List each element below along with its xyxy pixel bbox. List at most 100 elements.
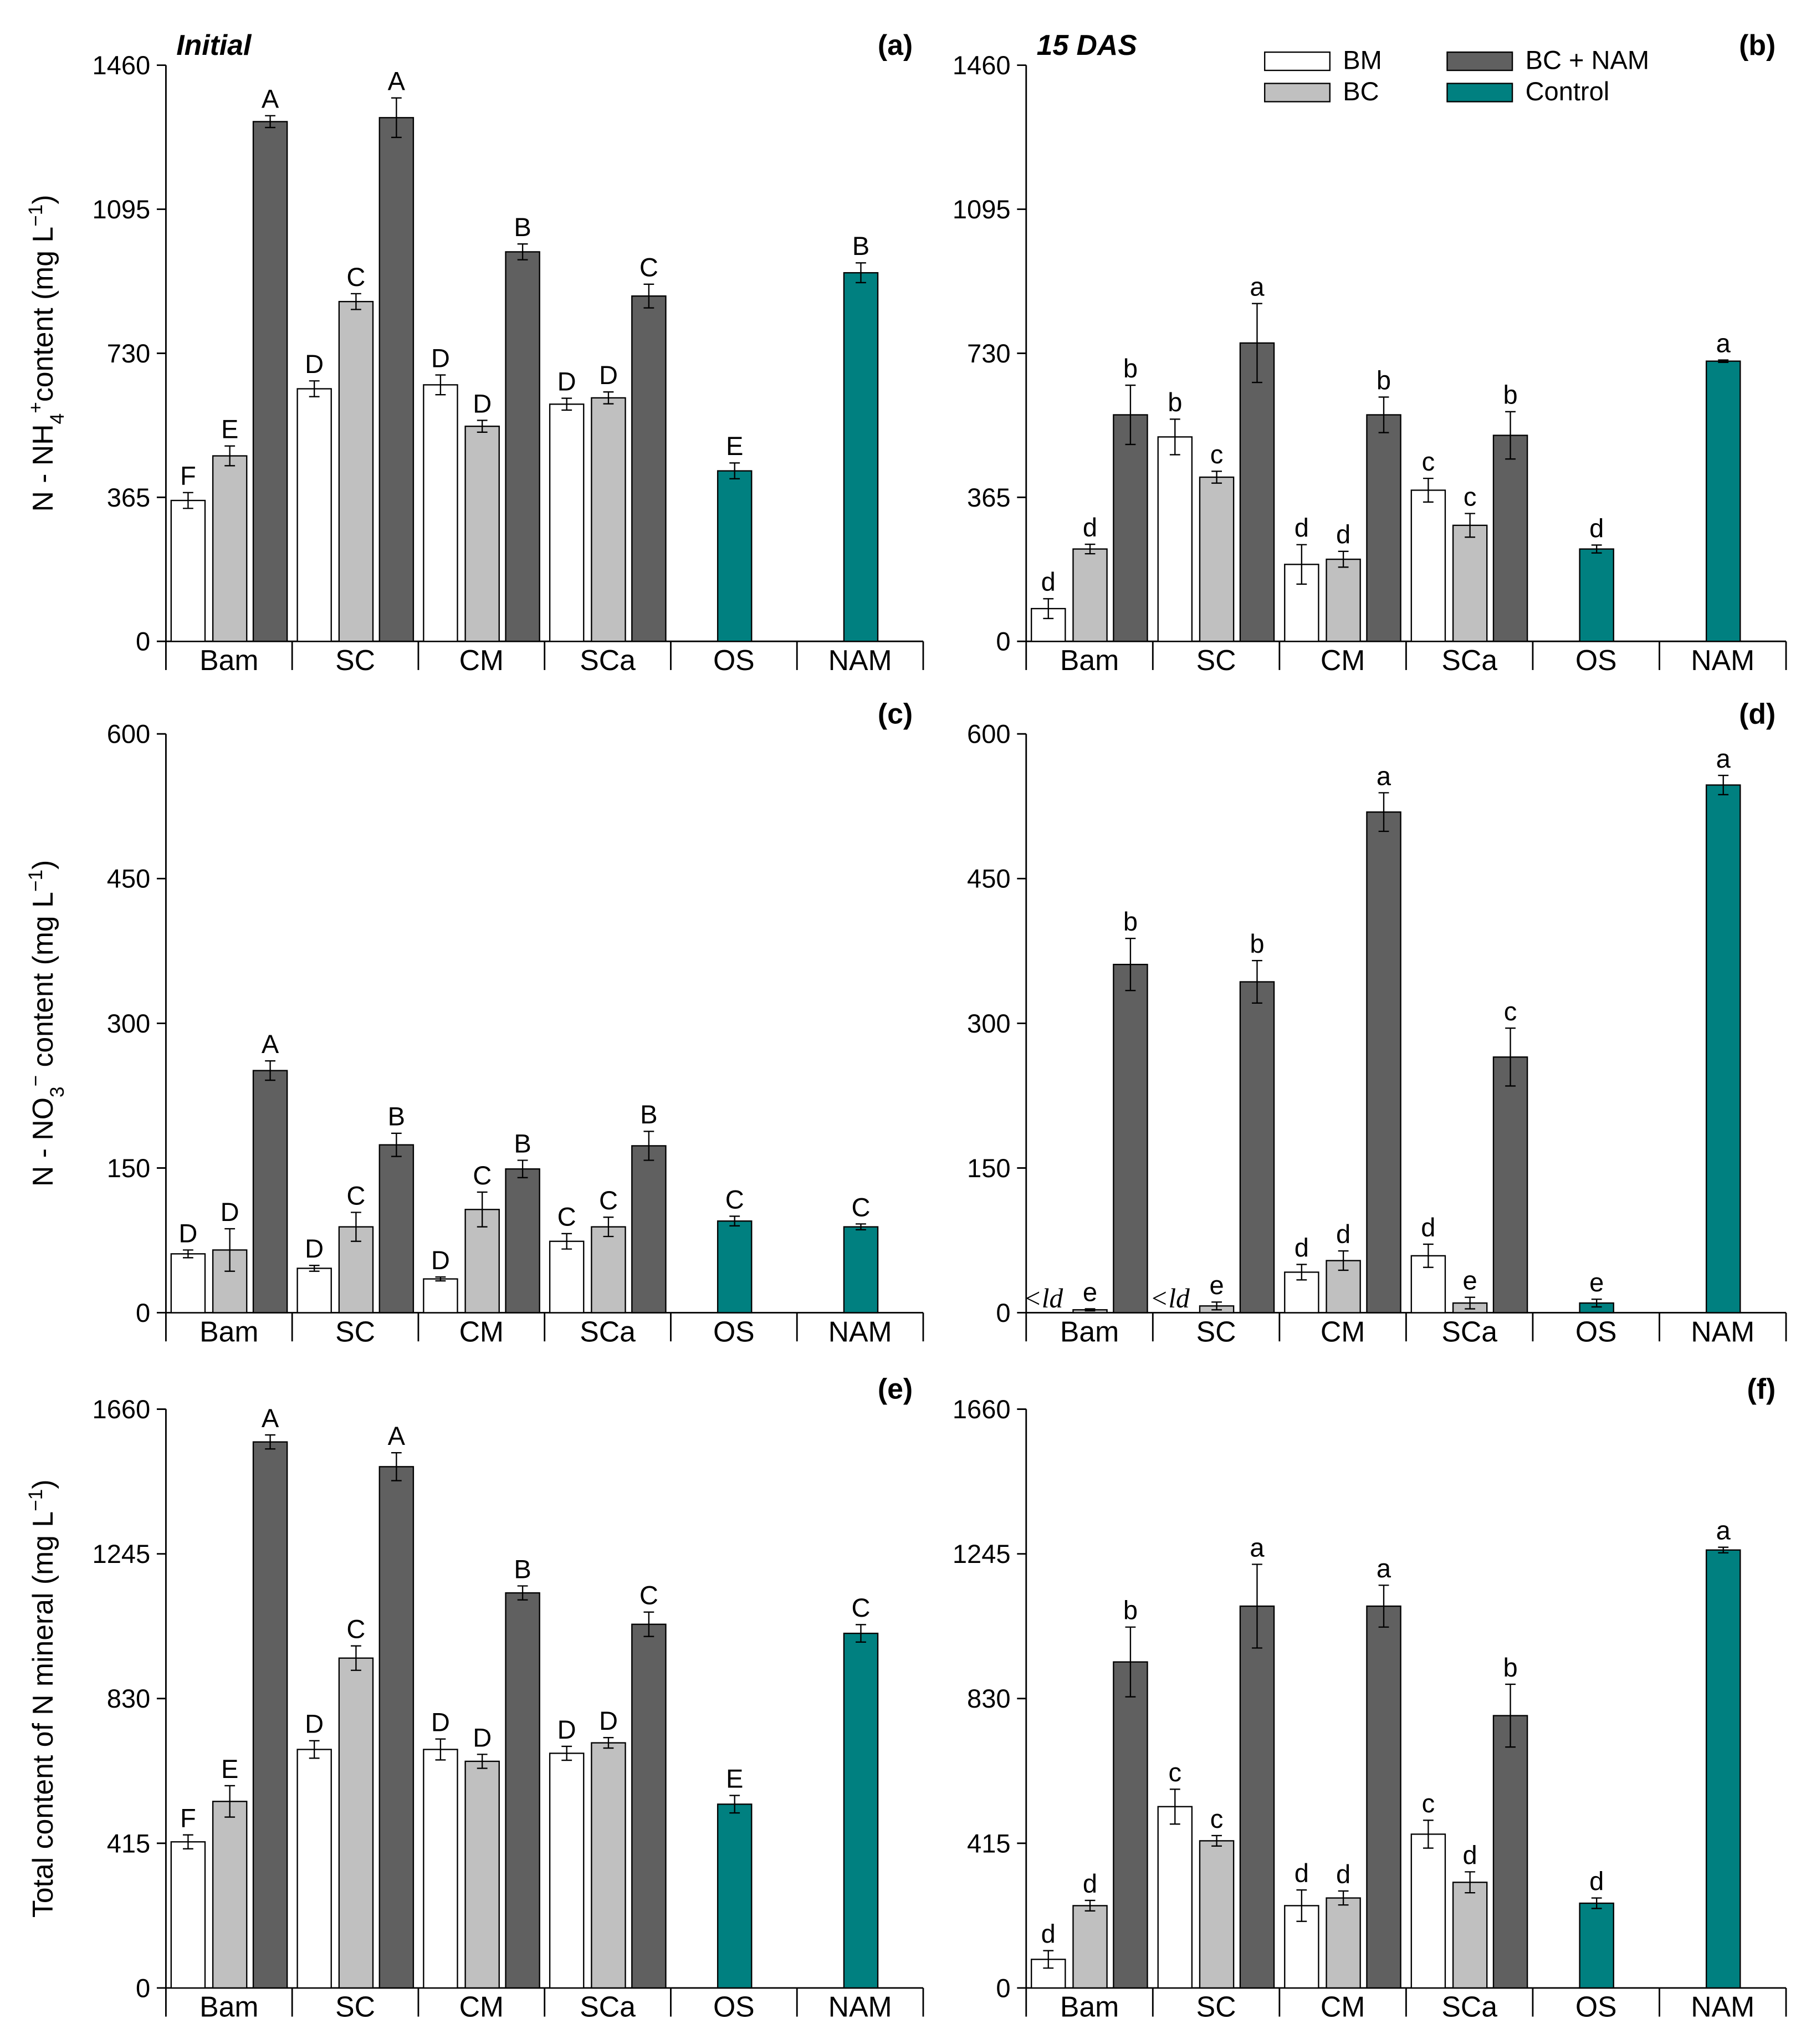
bar <box>631 1145 667 1314</box>
y-tick-label: 0 <box>136 1298 150 1327</box>
below-detection-label: <ld <box>1150 1283 1190 1314</box>
bar <box>1579 548 1614 642</box>
x-tick-label: CM <box>1321 644 1365 676</box>
bar <box>423 1749 458 1989</box>
legend-swatch <box>1446 51 1513 71</box>
bar <box>1199 1840 1235 1989</box>
bar <box>591 1226 626 1314</box>
y-tick-label: 1460 <box>93 50 151 80</box>
bar <box>1410 489 1446 642</box>
significance-letter: C <box>639 1581 658 1610</box>
significance-letter: D <box>431 343 450 372</box>
significance-letter: a <box>1377 761 1391 790</box>
y-tick-label: 365 <box>967 483 1010 512</box>
legend-swatch <box>1264 83 1331 103</box>
bar <box>1199 476 1235 642</box>
y-axis-label-part: N - NO <box>27 1097 59 1187</box>
y-tick-label: 1095 <box>953 195 1011 224</box>
bar <box>843 1226 879 1314</box>
significance-letter: c <box>1504 997 1517 1026</box>
y-tick-label: 450 <box>967 864 1010 893</box>
significance-letter: B <box>514 212 531 242</box>
legend-label: BC <box>1343 76 1379 106</box>
bar <box>1452 524 1488 642</box>
y-axis-label-part: − <box>24 1075 46 1087</box>
significance-letter: d <box>1336 1859 1350 1889</box>
significance-letter: C <box>599 1185 618 1215</box>
y-axis-label-part: −1 <box>24 870 46 892</box>
y-tick-label: 1245 <box>93 1539 151 1568</box>
bar <box>1492 1056 1528 1314</box>
x-tick-label: SCa <box>580 1991 636 2023</box>
significance-letter: E <box>726 1764 743 1793</box>
x-tick-label: SCa <box>580 1315 636 1347</box>
y-axis-label-part: −1 <box>24 205 46 227</box>
bar <box>1072 548 1108 642</box>
significance-letter: C <box>346 1181 365 1210</box>
bar <box>170 1253 206 1314</box>
y-axis-label-part: 3 <box>46 1086 68 1097</box>
bar <box>252 1441 288 1989</box>
significance-letter: A <box>388 67 406 96</box>
significance-letter: b <box>1503 1653 1517 1682</box>
x-tick-label: Bam <box>1060 644 1119 676</box>
significance-letter: e <box>1589 1268 1604 1297</box>
significance-letter: C <box>346 262 365 292</box>
significance-letter: d <box>1463 1840 1477 1869</box>
y-axis-label-part: + <box>24 402 46 413</box>
x-tick-label: CM <box>1321 1991 1365 2023</box>
significance-letter: a <box>1377 1554 1391 1583</box>
significance-letter: D <box>305 1234 324 1263</box>
bar <box>843 1632 879 1989</box>
x-tick-label: SC <box>335 644 375 676</box>
x-tick-label: NAM <box>1691 1315 1754 1347</box>
y-tick-label: 0 <box>136 627 150 656</box>
significance-letter: D <box>305 349 324 379</box>
significance-letter: A <box>262 84 279 114</box>
significance-letter: a <box>1716 328 1731 357</box>
significance-letter: a <box>1716 1516 1731 1545</box>
y-axis-label-part: content (mg L <box>27 227 59 402</box>
bar <box>212 455 248 642</box>
x-tick-label: CM <box>459 1315 504 1347</box>
significance-letter: C <box>851 1192 870 1222</box>
significance-letter: e <box>1209 1270 1224 1300</box>
significance-letter: d <box>1041 567 1056 596</box>
x-tick-label: SCa <box>1441 644 1497 676</box>
x-tick-label: NAM <box>828 644 892 676</box>
bar <box>423 1278 458 1314</box>
significance-letter: d <box>1083 1869 1097 1898</box>
significance-letter: C <box>725 1184 744 1214</box>
bar <box>1072 1905 1108 1989</box>
x-tick-label: SC <box>1196 644 1236 676</box>
bar <box>296 1749 332 1989</box>
significance-letter: A <box>262 1403 279 1433</box>
significance-letter: C <box>346 1614 365 1644</box>
y-tick-label: 300 <box>967 1009 1010 1038</box>
bar <box>212 1801 248 1989</box>
y-tick-label: 1660 <box>93 1394 151 1424</box>
bar <box>464 1760 500 1989</box>
significance-letter: c <box>1464 482 1477 511</box>
significance-letter: D <box>305 1709 324 1739</box>
y-tick-label: 1660 <box>953 1394 1011 1424</box>
y-axis-label-part: ) <box>27 1479 59 1489</box>
bar <box>549 1240 585 1314</box>
y-tick-label: 830 <box>967 1684 1010 1713</box>
y-axis-label-part: Total content of N mineral (mg L <box>27 1511 59 1918</box>
significance-letter: A <box>262 1029 279 1059</box>
bar <box>591 397 626 642</box>
x-tick-label: Bam <box>199 1991 258 2023</box>
y-tick-label: 150 <box>107 1153 150 1183</box>
bar <box>252 121 288 642</box>
panel-title: Initial <box>176 29 252 61</box>
bar <box>631 1623 667 1989</box>
bar <box>1579 1902 1614 1989</box>
panel-label: (f) <box>1747 1373 1776 1405</box>
x-tick-label: SCa <box>1441 1991 1497 2023</box>
significance-letter: A <box>388 1421 406 1450</box>
y-tick-label: 450 <box>107 864 150 893</box>
bar <box>464 425 500 642</box>
y-axis-label: N - NH4+content (mg L−1) <box>24 195 68 512</box>
below-detection-label: <ld <box>1023 1283 1063 1314</box>
